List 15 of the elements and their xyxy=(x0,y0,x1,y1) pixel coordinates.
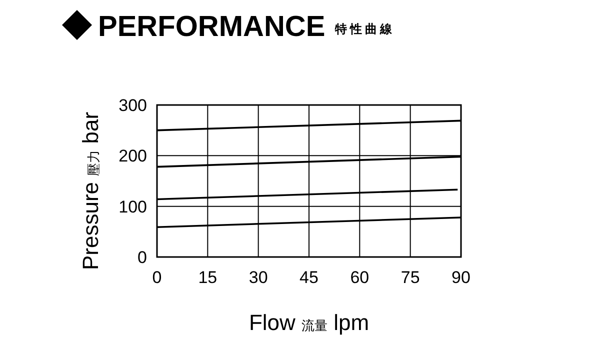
y-tick-label: 300 xyxy=(118,96,147,115)
x-tick-label: 60 xyxy=(350,268,370,287)
y-tick-label: 0 xyxy=(138,248,147,267)
x-tick-label: 0 xyxy=(152,268,162,287)
x-tick-label: 15 xyxy=(198,268,218,287)
x-tick-label: 45 xyxy=(300,268,318,287)
x-axis-title: Flow 流量 lpm xyxy=(248,310,370,335)
chart-title: PERFORMANCE xyxy=(98,11,326,43)
y-tick-label: 100 xyxy=(118,197,147,216)
x-tick-label: 75 xyxy=(400,268,420,287)
x-tick-label: 90 xyxy=(452,268,470,287)
x-tick-label: 30 xyxy=(248,268,268,287)
y-tick-label: 200 xyxy=(118,146,147,166)
chart-subtitle: 特性曲線 xyxy=(334,22,395,36)
y-axis-title: Pressure 壓力 bar xyxy=(78,112,103,270)
